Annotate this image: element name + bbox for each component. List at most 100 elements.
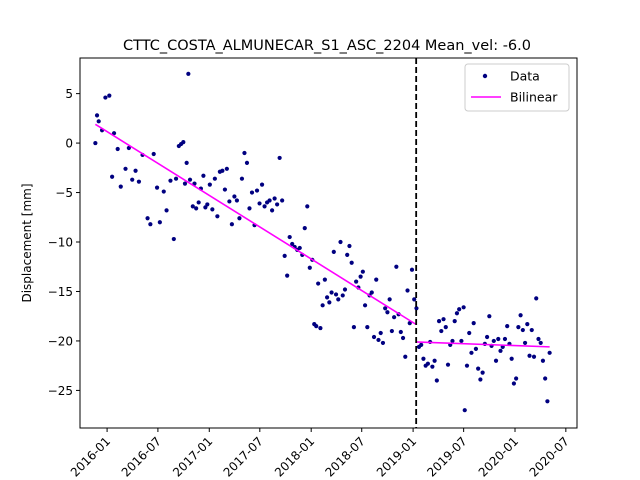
data-point [525, 322, 530, 327]
data-point [205, 202, 210, 207]
data-point [464, 363, 470, 368]
data-point [190, 204, 195, 209]
data-point [168, 178, 173, 183]
data-point [282, 253, 287, 258]
data-point [478, 377, 483, 382]
data-point [290, 241, 295, 247]
data-point [394, 264, 399, 269]
data-point [398, 329, 403, 335]
data-point [473, 346, 479, 351]
data-point [314, 324, 319, 329]
data-point [340, 293, 345, 298]
data-point [436, 319, 442, 324]
data-point [511, 381, 516, 386]
data-point [403, 354, 408, 359]
data-point [441, 317, 446, 322]
data-point [534, 296, 539, 301]
data-point [430, 364, 435, 369]
data-point [469, 350, 474, 355]
data-point [107, 93, 112, 98]
data-point [522, 340, 528, 346]
data-point [467, 330, 472, 336]
data-point [331, 249, 336, 255]
data-point [354, 279, 359, 284]
data-point [287, 234, 292, 240]
data-point [161, 189, 166, 194]
data-point [509, 356, 514, 361]
data-point [215, 214, 220, 219]
data-point [247, 206, 252, 211]
data-point [450, 338, 455, 344]
data-point [239, 176, 245, 181]
data-point [145, 216, 150, 221]
data-point [182, 181, 188, 186]
data-point [376, 337, 381, 343]
data-point [514, 376, 519, 381]
data-point [333, 292, 339, 297]
data-point [275, 202, 280, 207]
data-point [316, 281, 321, 286]
data-point [389, 328, 394, 334]
data-point [336, 297, 341, 302]
data-point [184, 160, 189, 165]
data-point [320, 303, 325, 308]
y-axis-ticks: 5 0 −5 −10 −15 −20 −25 [48, 87, 80, 398]
data-point [412, 297, 417, 302]
data-point [133, 168, 138, 173]
data-point [520, 327, 525, 333]
data-point [249, 190, 255, 195]
data-point [151, 151, 156, 157]
data-point [414, 306, 419, 311]
data-point [547, 350, 552, 355]
y-axis-label: Displacement [mm] [20, 183, 34, 302]
legend-label-bilinear: Bilinear [510, 90, 558, 105]
data-point [329, 290, 334, 295]
data-point [232, 194, 237, 199]
data-point [347, 243, 352, 249]
data-point [349, 260, 354, 265]
data-point [186, 71, 191, 76]
data-point [529, 327, 534, 333]
data-point [269, 208, 275, 213]
data-point [93, 140, 98, 146]
data-point [454, 311, 460, 316]
data-point [242, 150, 247, 156]
data-point [181, 139, 186, 145]
data-point [297, 245, 302, 251]
data-point [345, 252, 350, 257]
data-point [280, 198, 285, 203]
data-point [302, 226, 307, 231]
y-tick-label: −15 [48, 285, 73, 299]
data-point [419, 342, 424, 347]
data-point [259, 182, 265, 187]
data-point [194, 206, 199, 211]
data-point [103, 95, 108, 100]
legend-frame [464, 63, 570, 112]
data-point [115, 146, 120, 152]
data-point [369, 290, 374, 295]
data-point [480, 370, 485, 375]
data-point [462, 408, 467, 413]
legend-marker-data [482, 73, 488, 79]
data-point [461, 305, 466, 310]
data-point [224, 166, 229, 171]
data-point [267, 198, 272, 203]
data-point [237, 216, 242, 221]
data-point [491, 338, 496, 344]
data-point [196, 200, 201, 205]
data-point [434, 378, 439, 383]
data-point [234, 198, 240, 203]
data-point [157, 220, 162, 225]
data-point [277, 155, 282, 161]
data-point [439, 328, 444, 334]
data-point [171, 236, 176, 242]
data-point [94, 113, 100, 118]
data-point [254, 188, 260, 193]
data-point [476, 366, 481, 371]
data-point [327, 300, 332, 305]
data-point [96, 119, 101, 124]
data-point [285, 273, 290, 278]
data-point [445, 362, 451, 367]
data-point [307, 265, 312, 270]
